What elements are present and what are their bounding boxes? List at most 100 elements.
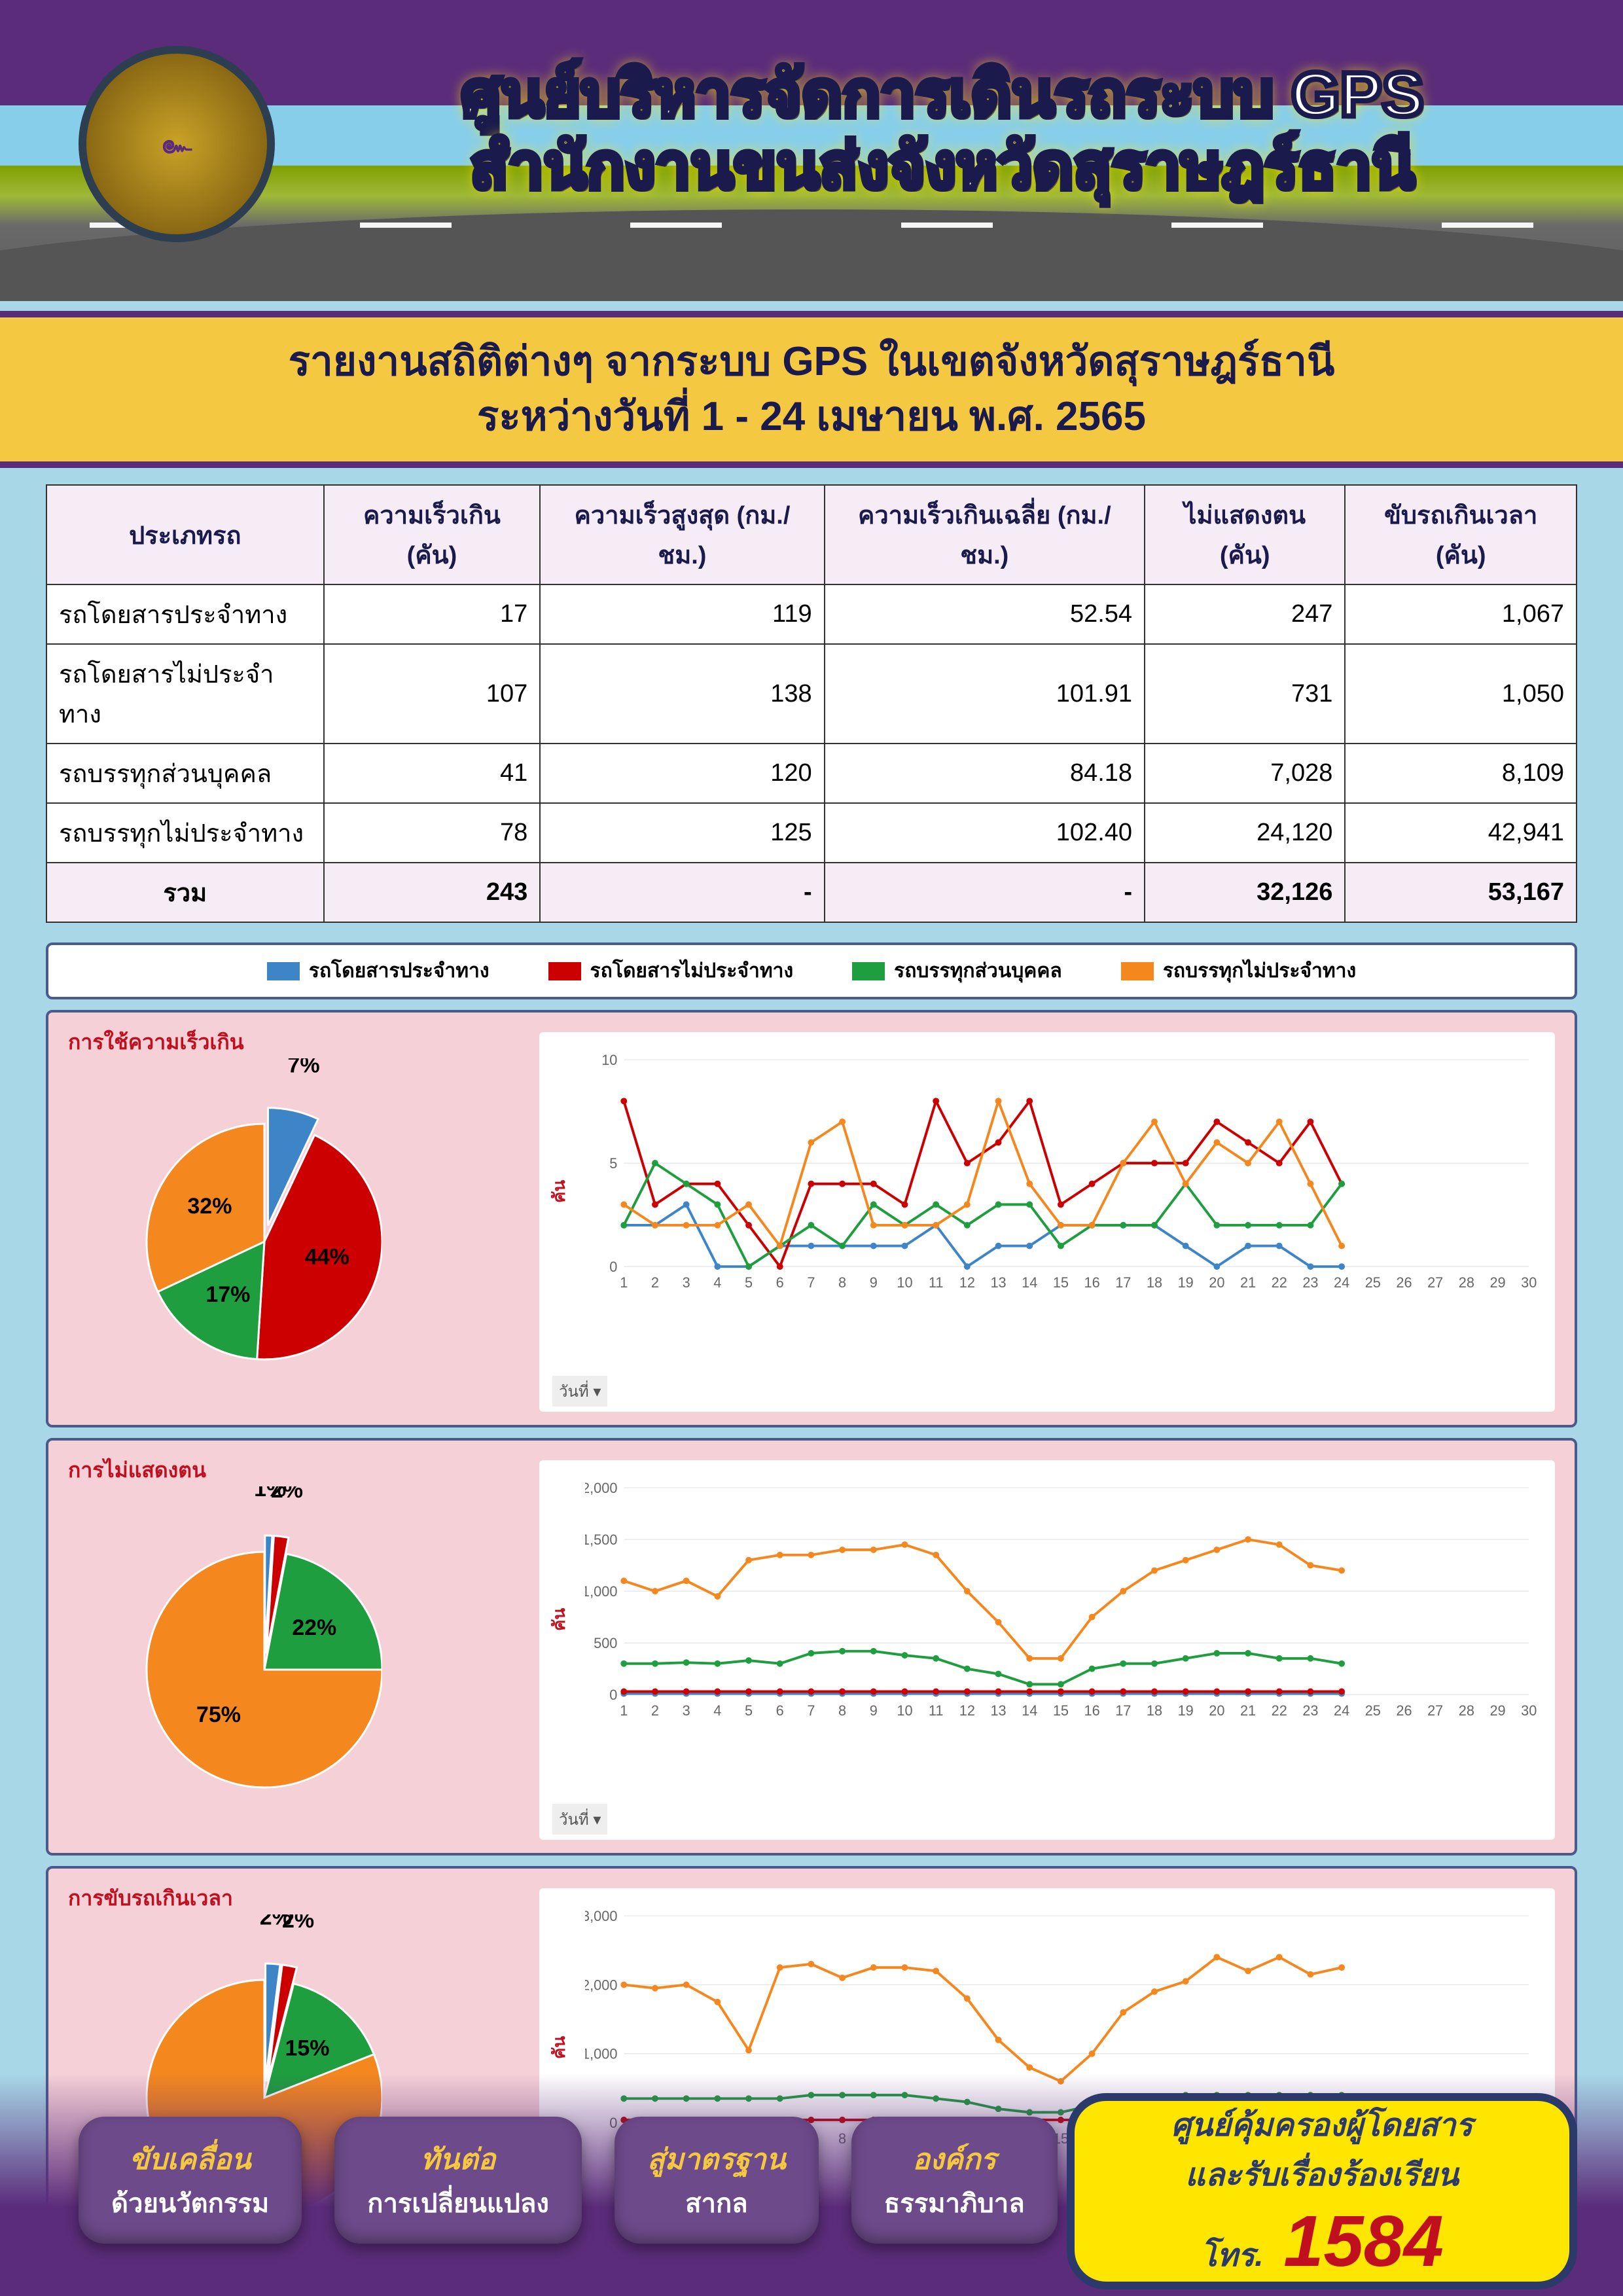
svg-text:3,000: 3,000: [585, 1908, 617, 1924]
table-cell: 243: [324, 863, 541, 922]
svg-text:4: 4: [713, 1702, 721, 1719]
svg-text:26: 26: [1396, 1274, 1412, 1291]
svg-text:27: 27: [1427, 1274, 1443, 1291]
svg-text:20: 20: [1209, 1274, 1224, 1291]
chart-panel: การใช้ความเร็วเกิน7%44%17%32%คัน05101234…: [46, 1010, 1577, 1427]
legend-swatch: [852, 962, 885, 980]
line-series: [624, 1539, 1342, 1659]
svg-text:16: 16: [1084, 1702, 1100, 1719]
pill-line-2: ด้วยนวัตกรรม: [111, 2182, 269, 2224]
table-cell: รถบรรทุกส่วนบุคคล: [46, 744, 324, 803]
svg-text:21: 21: [1240, 1274, 1256, 1291]
table-row: รถโดยสารไม่ประจำทาง107138101.917311,050: [46, 644, 1577, 744]
table-cell: 1,067: [1345, 584, 1577, 644]
pie-slice-label: 15%: [285, 2036, 329, 2061]
table-cell: รถโดยสารไม่ประจำทาง: [46, 644, 324, 744]
svg-text:23: 23: [1302, 1702, 1318, 1719]
svg-text:12: 12: [959, 1274, 975, 1291]
table-cell: 107: [324, 644, 541, 744]
table-cell: 84.18: [825, 744, 1145, 803]
table-cell: 102.40: [825, 803, 1145, 863]
legend-swatch: [1121, 962, 1154, 980]
agency-logo: ๛: [79, 46, 275, 242]
svg-text:8: 8: [838, 1274, 846, 1291]
pill-line-2: สากล: [647, 2182, 786, 2224]
y-axis-label: คัน: [546, 1180, 573, 1203]
x-axis-label: วันที่ ▾: [552, 1804, 607, 1835]
svg-text:24: 24: [1334, 1274, 1349, 1291]
table-header-cell: ประเภทรถ: [46, 485, 324, 584]
table-cell: รวม: [46, 863, 324, 922]
line-series: [624, 1957, 1342, 2081]
svg-text:1,000: 1,000: [585, 2046, 617, 2062]
svg-text:14: 14: [1022, 1702, 1037, 1719]
table-cell: 53,167: [1345, 863, 1577, 922]
road-lines: [0, 223, 1623, 228]
hotline-line-1: ศูนย์คุ้มครองผู้โดยสาร: [1171, 2100, 1473, 2150]
line-chart: 0510123456789101112131415161718192021222…: [585, 1045, 1542, 1294]
pie-slice-label: 75%: [196, 1702, 241, 1727]
table-cell: 78: [324, 803, 541, 863]
svg-text:8: 8: [838, 1702, 846, 1719]
svg-text:1,500: 1,500: [585, 1532, 617, 1548]
pie-chart: 7%44%17%32%: [68, 1058, 382, 1412]
svg-text:11: 11: [929, 1702, 944, 1719]
legend-swatch: [548, 962, 581, 980]
pill-line-2: การเปลี่ยนแปลง: [367, 2182, 549, 2224]
svg-text:29: 29: [1489, 1274, 1505, 1291]
svg-text:30: 30: [1521, 1274, 1537, 1291]
svg-text:16: 16: [1084, 1274, 1100, 1291]
svg-text:22: 22: [1272, 1702, 1287, 1719]
title-line-2: สำนักงานขนส่งจังหวัดสุราษฎร์ธานี: [314, 131, 1571, 203]
pie-slice-label: 17%: [205, 1282, 250, 1307]
table-cell: 17: [324, 584, 541, 644]
pie-slice-label: 7%: [287, 1058, 319, 1078]
legend-label: รถบรรทุกส่วนบุคคล: [894, 956, 1062, 986]
pie-slice-label: 32%: [187, 1194, 232, 1219]
pie-area: การใช้ความเร็วเกิน7%44%17%32%: [68, 1032, 513, 1412]
subtitle-band: รายงานสถิติต่างๆ จากระบบ GPS ในเขตจังหวั…: [0, 311, 1623, 468]
svg-text:9: 9: [870, 1274, 878, 1291]
svg-text:3: 3: [683, 1274, 690, 1291]
stats-table: ประเภทรถความเร็วเกิน (คัน)ความเร็วสูงสุด…: [46, 484, 1577, 923]
pill-line-1: สู่มาตรฐาน: [647, 2136, 786, 2182]
table-header-cell: ขับรถเกินเวลา (คัน): [1345, 485, 1577, 584]
svg-text:24: 24: [1334, 1702, 1349, 1719]
chart-title: การขับรถเกินเวลา: [68, 1882, 233, 1915]
table-cell: 8,109: [1345, 744, 1577, 803]
svg-text:7: 7: [807, 1702, 815, 1719]
header-title: ศูนย์บริหารจัดการเดินรถระบบ GPS สำนักงาน…: [314, 59, 1571, 204]
table-cell: 7,028: [1145, 744, 1345, 803]
table-cell: 24,120: [1145, 803, 1345, 863]
svg-text:21: 21: [1240, 1702, 1256, 1719]
svg-text:26: 26: [1396, 1702, 1412, 1719]
y-axis-label: คัน: [546, 1608, 573, 1631]
chart-panel: การไม่แสดงตน1%2%22%75%คัน05001,0001,5002…: [46, 1438, 1577, 1856]
line-series: [624, 1101, 1342, 1266]
pill-line-1: ทันต่อ: [367, 2136, 549, 2182]
svg-text:4: 4: [713, 1274, 721, 1291]
legend-label: รถโดยสารประจำทาง: [309, 956, 490, 986]
svg-text:3: 3: [683, 1702, 690, 1719]
svg-text:12: 12: [959, 1702, 975, 1719]
table-row: รถบรรทุกไม่ประจำทาง78125102.4024,12042,9…: [46, 803, 1577, 863]
pie-slice-label: 2%: [271, 1486, 303, 1503]
table-total-row: รวม243--32,12653,167: [46, 863, 1577, 922]
table-cell: -: [825, 863, 1145, 922]
svg-text:1: 1: [620, 1702, 628, 1719]
svg-text:23: 23: [1302, 1274, 1318, 1291]
line-area: คัน05001,0001,5002,000123456789101112131…: [539, 1460, 1555, 1840]
footer-pills: ขับเคลื่อนด้วยนวัตกรรมทันต่อการเปลี่ยนแป…: [79, 2117, 1058, 2244]
svg-text:2: 2: [651, 1274, 659, 1291]
svg-text:28: 28: [1459, 1702, 1474, 1719]
table-cell: 32,126: [1145, 863, 1345, 922]
chart-title: การไม่แสดงตน: [68, 1454, 206, 1487]
svg-text:6: 6: [776, 1702, 784, 1719]
subtitle-line-2: ระหว่างวันที่ 1 - 24 เมษายน พ.ศ. 2565: [477, 389, 1146, 444]
svg-text:2,000: 2,000: [585, 1480, 617, 1496]
table-cell: 731: [1145, 644, 1345, 744]
svg-text:10: 10: [897, 1274, 912, 1291]
footer-pill: องค์กรธรรมาภิบาล: [851, 2117, 1058, 2244]
line-area: คัน0510123456789101112131415161718192021…: [539, 1032, 1555, 1412]
table-cell: 41: [324, 744, 541, 803]
